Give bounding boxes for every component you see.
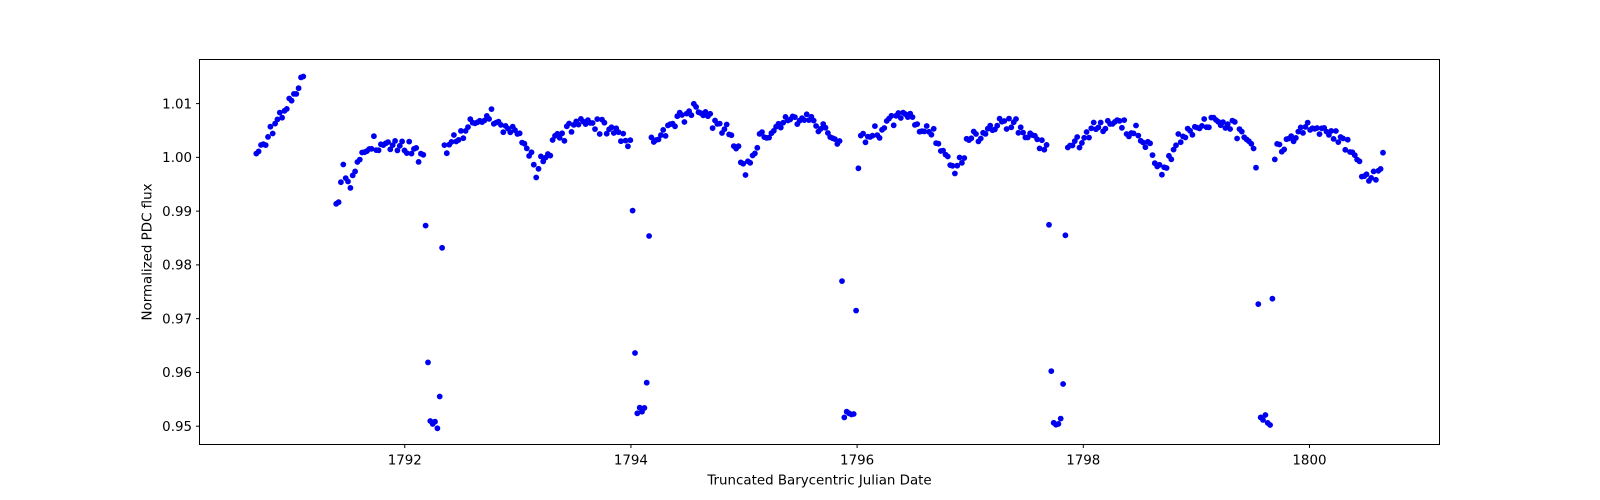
y-tick-label: 1.00 xyxy=(162,151,192,166)
y-tick-label: 0.95 xyxy=(162,420,192,435)
x-tick-label: 1796 xyxy=(840,454,874,469)
x-tick-label: 1794 xyxy=(614,454,648,469)
y-axis-label: Normalized PDC flux xyxy=(141,183,156,320)
data-points xyxy=(253,73,1386,432)
y-tick-label: 1.01 xyxy=(162,97,192,112)
axes: 1792 1794 1796 1798 1800 0.95 0.96 0.97 0.98 0.99… xyxy=(162,59,1440,469)
x-tick-label: 1798 xyxy=(1066,454,1100,469)
x-tick-label: 1792 xyxy=(388,454,422,469)
y-tick-label: 0.99 xyxy=(162,205,192,220)
y-tick-label: 0.96 xyxy=(162,366,192,381)
x-axis-label: Truncated Barycentric Julian Date xyxy=(706,474,931,489)
y-tick-label: 0.97 xyxy=(162,312,192,327)
y-tick-label: 0.98 xyxy=(162,259,192,274)
x-tick-label: 1800 xyxy=(1292,454,1326,469)
